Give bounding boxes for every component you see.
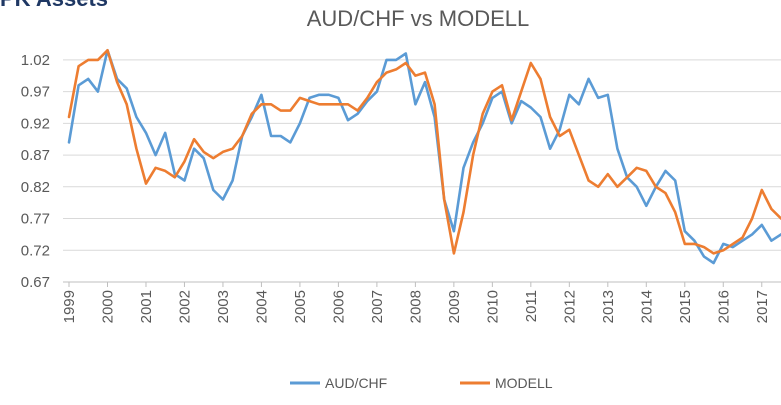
x-tick-label: 1999 [61,290,78,323]
series-line [67,48,781,255]
x-tick-label: 2005 [292,290,309,323]
x-tick-label: 2008 [407,290,424,323]
y-tick-label: 0.82 [21,179,50,196]
y-tick-label: 0.77 [21,211,50,228]
brand-logo: PK Assets [0,0,108,11]
x-tick-label: 2015 [677,290,694,323]
y-tick-label: 1.02 [21,52,50,69]
x-tick-label: 2010 [484,290,501,323]
x-tick-label: 2013 [600,290,617,323]
x-tick-label: 2001 [138,290,155,323]
chart-title: AUD/CHF vs MODELL [307,6,529,31]
series-line [67,48,781,265]
x-tick-label: 2006 [330,290,347,323]
x-tick-label: 2009 [446,290,463,323]
x-tick-label: 2011 [523,290,540,322]
legend-label: MODELL [495,375,553,391]
x-tick-label: 2000 [99,290,116,323]
y-tick-label: 0.97 [21,84,50,101]
x-tick-label: 2003 [215,290,232,323]
y-tick-label: 0.92 [21,115,50,132]
legend-label: AUD/CHF [325,375,387,391]
y-tick-label: 0.67 [21,274,50,291]
x-tick-label: 2014 [638,290,655,323]
y-tick-label: 0.72 [21,242,50,259]
x-tick-label: 2007 [369,290,386,323]
x-tick-label: 2017 [754,290,771,323]
x-tick-label: 2002 [176,290,193,323]
y-tick-label: 0.87 [21,147,50,164]
x-tick-label: 2016 [715,290,732,323]
x-tick-label: 2004 [253,290,270,323]
x-tick-label: 2012 [561,290,578,323]
